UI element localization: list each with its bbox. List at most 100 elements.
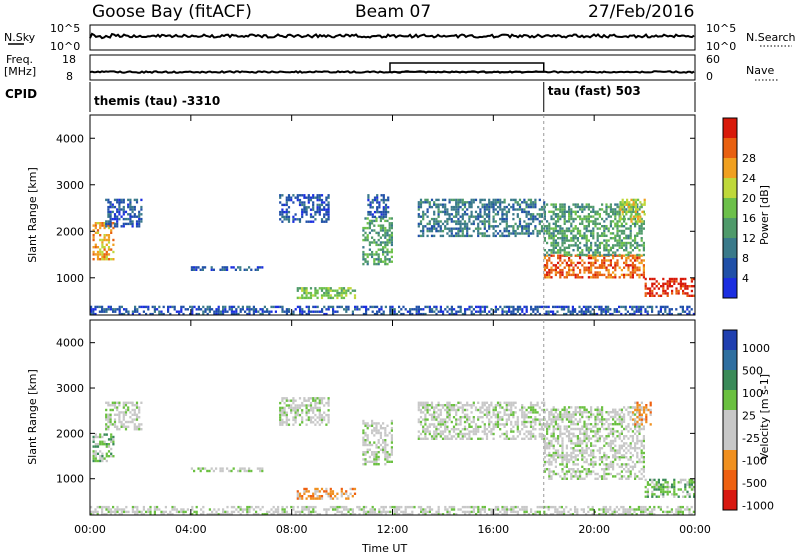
- echo-cell: [466, 401, 469, 404]
- echo-cell: [488, 425, 491, 428]
- echo-cell: [554, 222, 557, 225]
- echo-cell: [554, 205, 557, 209]
- echo-cell: [386, 460, 389, 463]
- echo-cell: [631, 268, 634, 272]
- echo-cell: [548, 210, 551, 213]
- echo-cell: [312, 196, 315, 199]
- echo-cell: [636, 244, 639, 247]
- echo-cell: [605, 418, 608, 421]
- echo-cell: [546, 229, 549, 233]
- echo-cell: [419, 222, 423, 226]
- echo-cell: [596, 418, 599, 421]
- echo-cell: [446, 411, 449, 414]
- echo-cell: [111, 205, 114, 209]
- echo-cell: [673, 490, 676, 494]
- echo-cell: [390, 439, 393, 442]
- echo-cell: [561, 418, 564, 421]
- echo-cell: [594, 460, 597, 464]
- echo-cell: [390, 446, 393, 449]
- echo-cell: [568, 227, 571, 230]
- echo-cell: [131, 505, 134, 509]
- echo-cell: [618, 435, 621, 438]
- echo-cell: [534, 435, 537, 438]
- echo-cell: [351, 487, 354, 491]
- echo-cell: [494, 420, 497, 424]
- echo-cell: [646, 488, 649, 491]
- echo-cell: [590, 276, 593, 279]
- echo-cell: [546, 432, 549, 435]
- echo-cell: [197, 305, 200, 309]
- echo-cell: [534, 201, 537, 204]
- echo-cell: [237, 469, 240, 473]
- echo-cell: [625, 259, 628, 262]
- echo-cell: [598, 418, 601, 421]
- echo-cell: [637, 310, 640, 313]
- echo-cell: [446, 217, 449, 221]
- echo-cell: [496, 416, 500, 419]
- echo-cell: [230, 312, 233, 316]
- echo-cell: [546, 430, 549, 433]
- echo-cell: [598, 227, 601, 230]
- echo-cell: [382, 248, 385, 251]
- echo-cell: [561, 203, 564, 206]
- echo-cell: [345, 310, 348, 313]
- echo-cell: [386, 243, 389, 247]
- echo-cell: [140, 213, 143, 216]
- echo-cell: [221, 469, 224, 473]
- echo-cell: [561, 470, 564, 473]
- echo-cell: [475, 305, 478, 309]
- echo-cell: [554, 273, 557, 277]
- echo-cell: [463, 222, 467, 226]
- echo-cell: [189, 312, 192, 316]
- echo-cell: [583, 266, 586, 269]
- echo-cell: [561, 227, 564, 230]
- echo-cell: [239, 467, 242, 470]
- echo-cell: [552, 251, 555, 254]
- echo-cell: [546, 423, 549, 426]
- echo-cell: [603, 256, 606, 260]
- echo-cell: [320, 399, 324, 402]
- echo-cell: [546, 254, 549, 257]
- echo-cell: [603, 234, 606, 237]
- echo-cell: [579, 205, 582, 209]
- echo-cell: [607, 259, 610, 262]
- echo-cell: [666, 285, 669, 288]
- echo-cell: [662, 488, 665, 491]
- echo-cell: [616, 259, 619, 262]
- echo-cell: [561, 229, 564, 233]
- echo-cell: [94, 508, 97, 511]
- echo-cell: [485, 208, 489, 211]
- echo-cell: [644, 294, 647, 297]
- echo-cell: [612, 460, 615, 464]
- echo-cell: [629, 447, 632, 450]
- echo-cell: [609, 439, 612, 443]
- echo-cell: [464, 308, 467, 311]
- echo-cell: [373, 455, 376, 459]
- echo-cell: [123, 508, 126, 511]
- echo-cell: [538, 428, 541, 431]
- echo-cell: [369, 213, 372, 216]
- echo-cell: [353, 492, 357, 495]
- echo-cell: [585, 423, 588, 426]
- echo-cell: [430, 229, 434, 233]
- echo-cell: [690, 478, 693, 482]
- echo-cell: [538, 435, 541, 438]
- echo-cell: [525, 201, 528, 204]
- echo-cell: [362, 463, 365, 466]
- echo-cell: [419, 203, 423, 206]
- echo-cell: [664, 292, 667, 295]
- echo-cell: [559, 249, 562, 252]
- echo-cell: [563, 205, 566, 209]
- echo-cell: [621, 203, 624, 206]
- echo-cell: [616, 210, 619, 213]
- echo-cell: [625, 208, 628, 211]
- echo-cell: [325, 308, 328, 311]
- echo-cell: [316, 210, 319, 214]
- echo-cell: [109, 217, 112, 221]
- echo-cell: [596, 423, 599, 426]
- echo-cell: [530, 308, 533, 311]
- echo-cell: [601, 266, 604, 269]
- echo-cell: [283, 421, 286, 424]
- echo-cell: [105, 243, 108, 246]
- echo-cell: [601, 447, 604, 450]
